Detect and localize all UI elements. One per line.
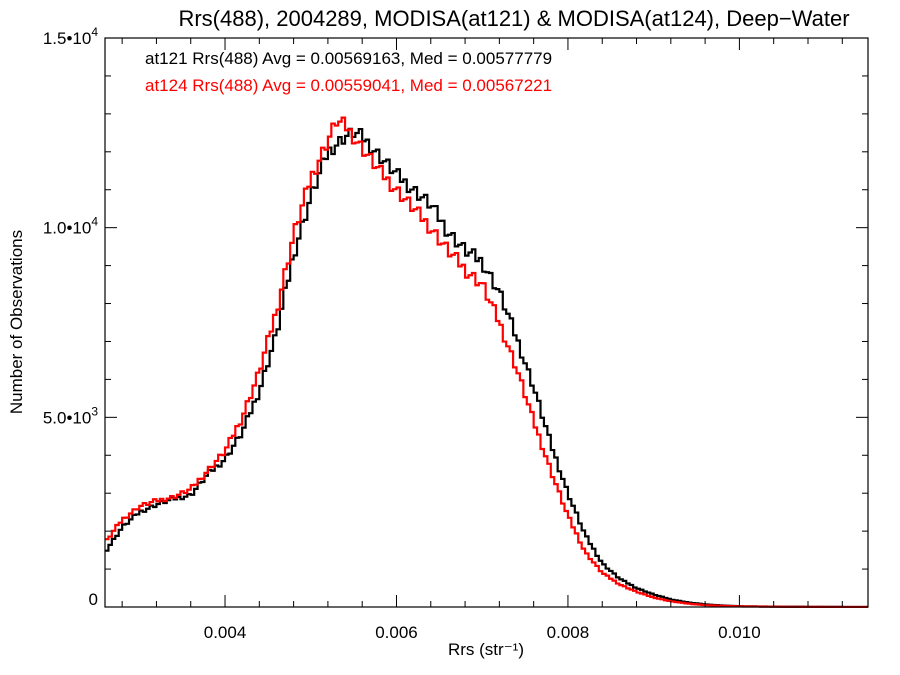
annotation-at121: at121 Rrs(488) Avg = 0.00569163, Med = 0… bbox=[145, 49, 552, 68]
y-tick-label: 0 bbox=[89, 590, 98, 609]
x-tick-label: 0.008 bbox=[547, 623, 590, 642]
annotation-at124: at124 Rrs(488) Avg = 0.00559041, Med = 0… bbox=[145, 76, 552, 95]
y-axis-label: Number of Observations bbox=[7, 230, 26, 414]
x-tick-label: 0.006 bbox=[375, 623, 418, 642]
y-tick-label: 1.5•104 bbox=[43, 25, 99, 48]
x-axis-label: Rrs (str⁻¹) bbox=[448, 640, 524, 659]
plot-frame bbox=[104, 37, 869, 608]
y-tick-label: 1.0•104 bbox=[43, 215, 99, 238]
x-tick-label: 0.004 bbox=[204, 623, 247, 642]
chart-title: Rrs(488), 2004289, MODISA(at121) & MODIS… bbox=[178, 6, 849, 31]
ticks-layer: 0.004 0.006 0.008 0.010 0 5.0•103 1.0•104 1.5•1… bbox=[43, 25, 868, 642]
series-line-1 bbox=[105, 116, 868, 609]
series-layer bbox=[105, 116, 868, 609]
x-tick-label: 0.010 bbox=[718, 623, 761, 642]
y-tick-label: 5.0•103 bbox=[43, 404, 99, 427]
